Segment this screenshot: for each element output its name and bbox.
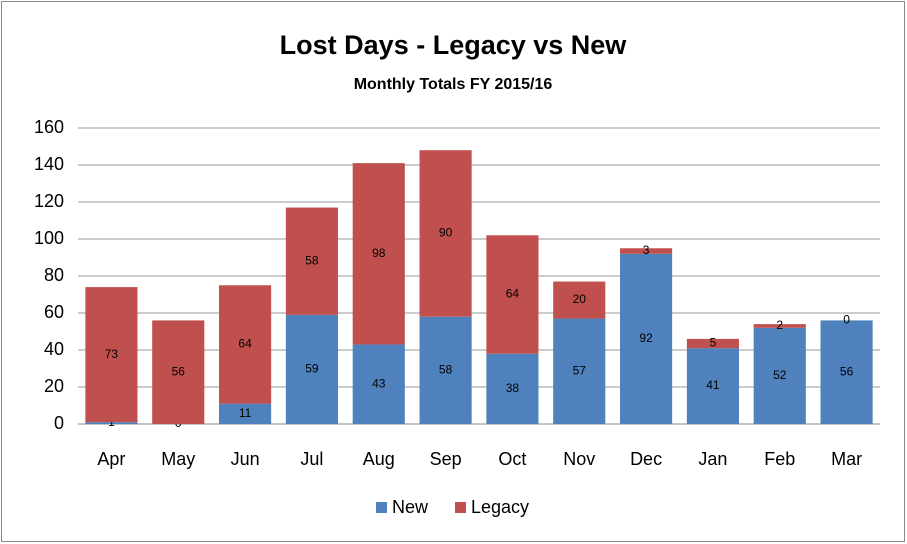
- value-label: 38: [506, 381, 520, 395]
- value-label: 73: [105, 347, 119, 361]
- bar-segment: [753, 327, 806, 424]
- x-tick-label: Apr: [97, 449, 125, 469]
- y-tick-label: 80: [44, 265, 64, 285]
- value-label: 98: [372, 246, 386, 260]
- bar-segment: [352, 344, 405, 424]
- value-label: 43: [372, 376, 386, 390]
- legend-swatch: [376, 502, 387, 513]
- value-label: 20: [573, 292, 587, 306]
- bar-segment: [285, 207, 338, 315]
- value-label: 52: [773, 368, 787, 382]
- bar-segment: [85, 287, 138, 423]
- x-tick-label: Jun: [231, 449, 260, 469]
- x-tick-label: Dec: [630, 449, 662, 469]
- bar-segment: [753, 324, 806, 328]
- value-label: 41: [706, 378, 720, 392]
- value-label: 64: [238, 337, 252, 351]
- value-label: 2: [776, 318, 783, 332]
- x-tick-label: Mar: [831, 449, 862, 469]
- value-label: 57: [573, 363, 587, 377]
- bar-segment: [620, 248, 673, 254]
- x-tick-label: Feb: [764, 449, 795, 469]
- y-tick-label: 20: [44, 376, 64, 396]
- value-label: 0: [843, 313, 850, 327]
- y-tick-label: 160: [34, 117, 64, 137]
- x-tick-label: Aug: [363, 449, 395, 469]
- value-label: 1: [108, 415, 115, 429]
- x-tick-label: Jan: [698, 449, 727, 469]
- bar-segment: [686, 338, 739, 349]
- y-tick-label: 140: [34, 154, 64, 174]
- bar-segment: [553, 281, 606, 319]
- bar-segment: [553, 318, 606, 424]
- value-label: 56: [840, 364, 854, 378]
- x-tick-label: May: [161, 449, 195, 469]
- x-tick-label: Jul: [300, 449, 323, 469]
- value-label: 5: [710, 336, 717, 350]
- bar-segment: [285, 314, 338, 424]
- bar-segment: [219, 403, 272, 424]
- value-label: 11: [239, 406, 252, 420]
- bar-segment: [219, 285, 272, 404]
- legend-swatch: [455, 502, 466, 513]
- legend-label: New: [392, 497, 429, 517]
- value-label: 59: [305, 362, 319, 376]
- y-tick-label: 60: [44, 302, 64, 322]
- value-label: 90: [439, 226, 453, 240]
- y-tick-label: 0: [54, 413, 64, 433]
- bar-segment: [152, 320, 205, 424]
- x-tick-label: Sep: [430, 449, 462, 469]
- bar-segment: [486, 235, 539, 354]
- bar-segment: [419, 150, 472, 317]
- value-label: 56: [172, 364, 186, 378]
- bar-segment: [620, 253, 673, 424]
- bar-segment: [85, 422, 138, 424]
- y-tick-label: 120: [34, 191, 64, 211]
- value-label: 3: [643, 243, 650, 257]
- bar-segment: [486, 353, 539, 424]
- value-label: 58: [305, 253, 319, 267]
- chart-title: Lost Days - Legacy vs New: [280, 30, 628, 60]
- bar-segment: [352, 163, 405, 345]
- x-tick-label: Oct: [498, 449, 526, 469]
- bar-segment: [419, 316, 472, 424]
- x-tick-label: Nov: [563, 449, 595, 469]
- value-label: 92: [639, 331, 653, 345]
- bar-segment: [686, 348, 739, 424]
- y-tick-label: 40: [44, 339, 64, 359]
- chart-subtitle: Monthly Totals FY 2015/16: [354, 76, 553, 93]
- value-label: 58: [439, 363, 453, 377]
- bar-segment: [820, 320, 873, 424]
- y-tick-label: 100: [34, 228, 64, 248]
- legend-label: Legacy: [471, 497, 529, 517]
- value-label: 64: [506, 287, 520, 301]
